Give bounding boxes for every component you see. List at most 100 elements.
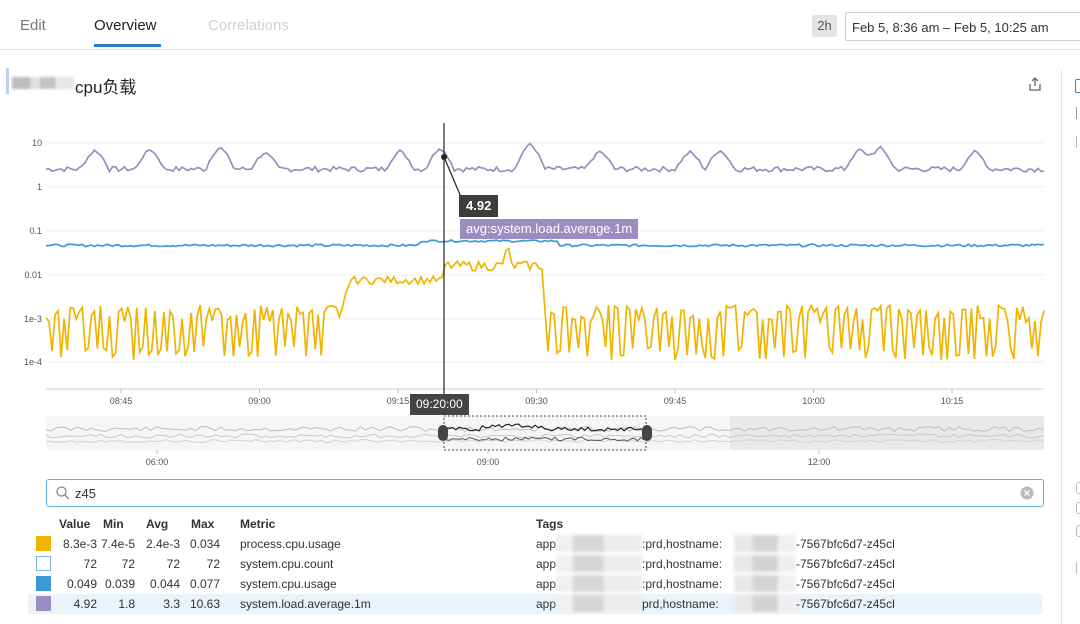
legend-max: 0.077 [189, 577, 220, 591]
navigator-line [45, 438, 1045, 444]
navigator-left-handle[interactable] [438, 425, 448, 441]
tab-overview[interactable]: Overview [94, 17, 157, 34]
legend-max: 72 [206, 557, 220, 571]
export-icon[interactable] [1026, 75, 1044, 93]
legend-row[interactable]: 4.92 1.8 3.3 10.63 system.load.average.1m app… [28, 594, 1042, 614]
header-avg[interactable]: Avg [146, 517, 169, 531]
legend-tags-suffix: -7567bfc6d7-z45cl [796, 557, 895, 571]
legend-tags-prefix: app [536, 597, 557, 611]
legend-row[interactable]: 72 72 72 72 system.cpu.count app :prd,hostname… [28, 554, 1042, 574]
tab-correlations[interactable]: Correlations [208, 17, 289, 34]
legend-tags-prefix: app [536, 557, 557, 571]
legend-row[interactable]: 8.3e-3 7.4e-5 2.4e-3 0.034 process.cpu.usage… [28, 534, 1042, 554]
y-axis: 10 1 0.1 0.01 1e-3 1e-4 [24, 138, 42, 367]
navigator-selected-line [445, 423, 645, 432]
x-tick-label: 10:00 [802, 396, 825, 406]
series-line[interactable] [45, 239, 1045, 248]
redacted-tag [556, 595, 642, 612]
navigator-selected-line [445, 436, 645, 442]
right-side-panel [1061, 70, 1080, 624]
panel-radio[interactable] [1076, 525, 1080, 537]
active-tab-indicator [94, 44, 161, 47]
legend-avg: 3.3 [163, 597, 180, 611]
legend-header: Value Min Avg Max Metric Tags [28, 514, 1042, 534]
navigator-tick-label: 06:00 [146, 457, 169, 467]
header-value[interactable]: Value [59, 517, 91, 531]
search-value: z45 [75, 486, 96, 501]
redacted-tag [556, 575, 642, 592]
legend-min: 7.4e-5 [100, 537, 135, 551]
redacted-hostname [734, 575, 796, 592]
legend-metric: process.cpu.usage [240, 537, 341, 551]
widget-title: cpu负载 [75, 78, 137, 97]
navigator-selection[interactable] [443, 415, 647, 451]
navigator-right-handle[interactable] [642, 425, 652, 441]
legend-tags-suffix: -7567bfc6d7-z45cl [796, 597, 895, 611]
header-min[interactable]: Min [103, 517, 124, 531]
legend-row[interactable]: 0.049 0.039 0.044 0.077 system.cpu.usage app:… [28, 574, 1042, 594]
navigator-future-area [730, 416, 1044, 450]
legend-tags-prefix: app [536, 537, 557, 551]
legend-tags-suffix: -7567bfc6d7-z45cl [796, 537, 895, 551]
search-icon [56, 486, 70, 500]
tab-edit[interactable]: Edit [20, 17, 46, 34]
legend-search-input[interactable]: z45 [46, 479, 1044, 507]
legend-tags-middle: :prd,hostname: [642, 557, 723, 571]
tooltip-leader-line [443, 156, 462, 198]
y-tick-label: 0.1 [29, 226, 42, 236]
legend-value: 72 [83, 557, 97, 571]
header-tags[interactable]: Tags [536, 517, 564, 531]
legend-tags-prefix: app [536, 577, 557, 591]
header-metric[interactable]: Metric [240, 517, 276, 531]
panel-marker [1076, 562, 1080, 574]
time-range-input[interactable]: Feb 5, 8:36 am – Feb 5, 10:25 am [845, 12, 1080, 41]
legend-value: 4.92 [73, 597, 97, 611]
legend-avg: 72 [166, 557, 180, 571]
navigator-x-axis: 06:00 09:00 12:00 [146, 450, 831, 467]
series-color-swatch[interactable] [36, 576, 51, 591]
panel-marker [1076, 136, 1080, 148]
legend-metric: system.cpu.count [240, 557, 334, 571]
redacted-tag [556, 535, 642, 552]
cursor-time-label: 09:20:00 [410, 394, 469, 415]
legend-tags-middle: prd,hostname: [642, 597, 719, 611]
navigator-tick-label: 09:00 [477, 457, 500, 467]
legend-tags-middle: :prd,hostname: [642, 537, 723, 551]
series-line[interactable] [45, 142, 1045, 174]
legend-max: 0.034 [189, 537, 220, 551]
legend-max: 10.63 [189, 597, 220, 611]
tooltip-value: 4.92 [459, 195, 499, 217]
clear-icon[interactable] [1020, 486, 1034, 500]
redacted-tag [556, 555, 642, 572]
time-range-badge[interactable]: 2h [812, 15, 837, 37]
series-lines [45, 142, 1045, 361]
x-axis: 08:45 09:00 09:15 09:30 09:45 10:00 10:15 [110, 389, 964, 406]
y-tick-label: 1e-3 [24, 314, 42, 324]
series-color-swatch[interactable] [36, 556, 51, 571]
legend-value: 0.049 [66, 577, 97, 591]
y-tick-label: 0.01 [24, 270, 42, 280]
time-navigator[interactable]: 06:00 09:00 12:00 [0, 413, 1050, 471]
legend-avg: 0.044 [149, 577, 180, 591]
panel-checkbox[interactable] [1075, 79, 1080, 93]
legend-tags-suffix: -7567bfc6d7-z45cl [796, 577, 895, 591]
series-line[interactable] [45, 247, 1045, 361]
legend-min: 72 [121, 557, 135, 571]
y-tick-label: 1e-4 [24, 357, 42, 367]
legend-metric: system.load.average.1m [240, 597, 371, 611]
series-color-swatch[interactable] [36, 536, 51, 551]
navigator-tick-label: 12:00 [808, 457, 831, 467]
x-tick-label: 10:15 [941, 396, 964, 406]
panel-radio[interactable] [1076, 502, 1080, 514]
redacted-hostname [734, 555, 796, 572]
redacted-hostname [734, 535, 796, 552]
legend-avg: 2.4e-3 [145, 537, 180, 551]
redacted-hostname [734, 595, 796, 612]
x-tick-label: 08:45 [110, 396, 133, 406]
tooltip-metric: avg:system.load.average.1m [460, 219, 639, 239]
legend-metric: system.cpu.usage [240, 577, 337, 591]
panel-radio[interactable] [1076, 482, 1080, 494]
header-max[interactable]: Max [191, 517, 215, 531]
series-color-swatch[interactable] [36, 596, 51, 611]
